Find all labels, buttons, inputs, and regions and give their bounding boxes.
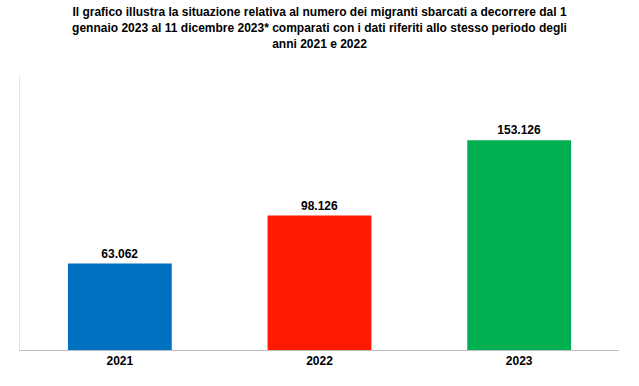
svg-text:153.126: 153.126	[497, 123, 541, 137]
svg-text:2023: 2023	[506, 354, 533, 368]
svg-text:63.062: 63.062	[101, 247, 138, 261]
svg-text:Il grafico illustra la situazi: Il grafico illustra la situazione relati…	[72, 5, 567, 50]
svg-text:98.126: 98.126	[301, 199, 338, 213]
svg-text:2022: 2022	[306, 354, 333, 368]
svg-text:2021: 2021	[106, 354, 133, 368]
